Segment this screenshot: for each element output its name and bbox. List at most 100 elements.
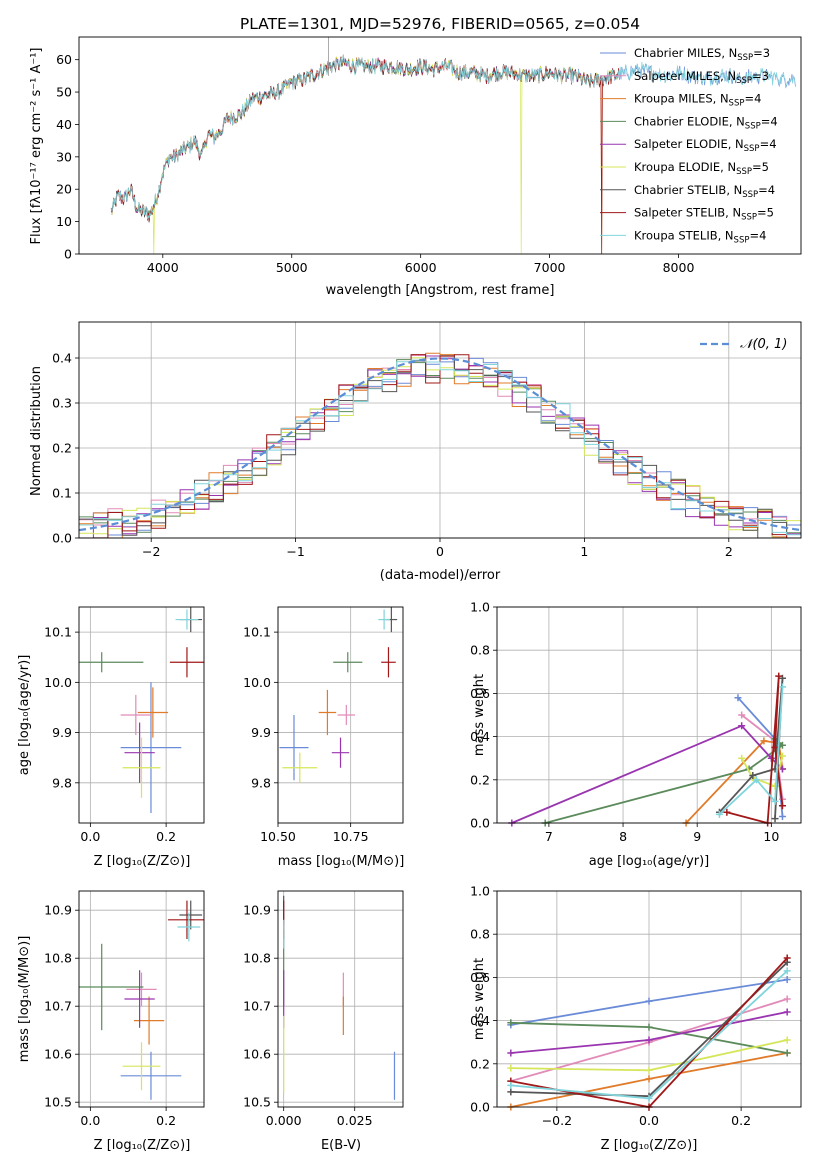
weight-marker-5 xyxy=(767,754,775,762)
weight-marker-6 xyxy=(783,1036,791,1044)
x-tick-label: 7 xyxy=(545,829,553,844)
y-tick-label: 10.8 xyxy=(44,951,72,966)
weight-marker-8 xyxy=(771,743,779,751)
y-tick-label: 0.2 xyxy=(470,772,490,787)
age-vs-mass-xlabel: mass [log₁₀(M/M⊙)] xyxy=(278,854,405,869)
weight-marker-4 xyxy=(783,1049,791,1057)
weight-marker-6 xyxy=(778,752,786,760)
residual-hist-9 xyxy=(79,359,801,536)
y-tick-label: 9.9 xyxy=(251,725,271,740)
age-vs-mass-panel: mass [log₁₀(M/M⊙)] 10.50 10.75 9.8 9.9 10.0 1… xyxy=(243,606,405,869)
x-tick-label: 1 xyxy=(580,544,588,559)
legend-subscript: SSP xyxy=(729,99,745,109)
weight-marker-7 xyxy=(749,771,757,779)
spectrum-xlabel: wavelength [Angstrom, rest frame] xyxy=(326,283,555,298)
weight-marker-9 xyxy=(507,1081,515,1089)
y-tick-label: 0.0 xyxy=(52,531,72,546)
weight-marker-5 xyxy=(645,1036,653,1044)
legend-label: Kroupa STELIB, NSSP=4 xyxy=(634,228,766,245)
y-tick-label: 0.4 xyxy=(470,1013,490,1028)
weight-vs-z-panel: Z [log₁₀(Z/Z⊙)] mass weight −0.2 0.0 0.2 0.… xyxy=(470,884,802,1153)
y-tick-label: 10.1 xyxy=(243,625,271,640)
y-tick-label: 9.9 xyxy=(52,725,72,740)
x-tick-label: −0.2 xyxy=(542,1113,572,1128)
legend-subscript: SSP xyxy=(744,144,760,154)
y-tick-label: 1.0 xyxy=(470,600,490,615)
weight-marker-1 xyxy=(645,997,653,1005)
weight-marker-2 xyxy=(738,711,746,719)
errorbar-points xyxy=(79,900,204,1100)
spectrum-series-5 xyxy=(110,55,620,223)
spectrum-series-8 xyxy=(110,56,620,254)
x-tick-label: 0.0 xyxy=(80,1113,100,1128)
legend-subscript: SSP xyxy=(736,167,752,177)
weight-marker-1 xyxy=(778,813,786,821)
x-tick-label: 9 xyxy=(693,829,701,844)
legend-label: Kroupa ELODIE, NSSP=5 xyxy=(634,160,769,177)
legend-nssp-value: =3 xyxy=(753,46,770,60)
spectrum-legend: Chabrier MILES, NSSP=3 Salpeter MILES, NS… xyxy=(600,46,778,245)
spectrum-panel: wavelength [Angstrom, rest frame] Flux [… xyxy=(29,36,802,298)
errorbar-points xyxy=(79,607,204,813)
y-tick-label: 0.2 xyxy=(470,1056,490,1071)
legend-nssp-value: =4 xyxy=(760,137,777,151)
legend-subscript: SSP xyxy=(734,235,750,245)
y-tick-label: 40 xyxy=(56,117,72,132)
figure-title: PLATE=1301, MJD=52976, FIBERID=0565, z=0… xyxy=(240,15,640,33)
legend-label: Chabrier STELIB, NSSP=4 xyxy=(634,183,775,200)
y-tick-label: 0 xyxy=(64,247,72,262)
weight-marker-3 xyxy=(760,737,768,745)
weight-vs-z-xlabel: Z [log₁₀(Z/Z⊙)] xyxy=(601,1138,698,1153)
y-tick-label: 9.8 xyxy=(251,775,271,790)
normal-reference-curve xyxy=(79,357,801,532)
x-tick-label: −1 xyxy=(286,544,304,559)
residual-hist-3 xyxy=(79,352,801,538)
x-tick-label: 2 xyxy=(725,544,733,559)
x-tick-label: 0.025 xyxy=(337,1113,373,1128)
y-tick-label: 10.6 xyxy=(243,1047,271,1062)
mass-vs-ebv-panel: E(B-V) 0.000 0.025 10.5 10.6 10.7 10.8 10.9 xyxy=(243,890,404,1153)
x-tick-label: 0.2 xyxy=(156,1113,176,1128)
weight-marker-9 xyxy=(778,683,786,691)
y-tick-label: 60 xyxy=(56,52,72,67)
weight-marker-9 xyxy=(715,810,723,818)
weight-marker-9 xyxy=(753,776,761,784)
weight-marker-8 xyxy=(775,672,783,680)
weight-vs-z-ylabel: mass weight xyxy=(472,958,487,1040)
x-tick-label: 0 xyxy=(436,544,444,559)
legend-nssp-value: =4 xyxy=(744,92,761,106)
legend-label: Chabrier ELODIE, NSSP=4 xyxy=(634,114,778,131)
axes-frame xyxy=(496,890,802,1108)
residuals-xlabel: (data-model)/error xyxy=(380,568,501,583)
y-tick-label: 0.1 xyxy=(52,486,72,501)
x-tick-label: 10 xyxy=(763,829,779,844)
y-tick-label: 10.1 xyxy=(44,625,72,640)
weight-marker-6 xyxy=(645,1066,653,1074)
x-tick-label: 7000 xyxy=(534,260,566,275)
y-tick-label: 0.0 xyxy=(470,1100,490,1115)
axes-frame xyxy=(78,890,205,1108)
weight-vs-age-ylabel: mass weight xyxy=(472,674,487,756)
legend-subscript: SSP xyxy=(742,190,758,200)
y-tick-label: 10.5 xyxy=(243,1095,271,1110)
y-tick-label: 10.0 xyxy=(243,675,271,690)
weight-marker-4 xyxy=(507,1019,515,1027)
spectrum-series-9 xyxy=(110,55,797,220)
legend-nssp-value: =5 xyxy=(757,206,774,220)
spectrum-ylabel: Flux [fλ10⁻¹⁷ erg cm⁻² s⁻¹ A⁻¹] xyxy=(29,48,44,245)
residual-histograms xyxy=(79,352,801,538)
weight-marker-1 xyxy=(783,976,791,984)
x-tick-label: 4000 xyxy=(147,260,179,275)
y-tick-label: 0.2 xyxy=(52,441,72,456)
x-tick-label: 0.2 xyxy=(731,1113,751,1128)
weight-vs-age-xlabel: age [log₁₀(age/yr)] xyxy=(589,854,710,869)
y-tick-label: 30 xyxy=(56,149,72,164)
weight-marker-5 xyxy=(738,722,746,730)
weight-marker-9 xyxy=(645,1094,653,1102)
x-tick-label: 8000 xyxy=(663,260,695,275)
weight-series-5 xyxy=(511,724,784,824)
spectrum-series-3 xyxy=(110,55,620,254)
spectrum-lines xyxy=(110,37,797,254)
y-tick-label: 10.8 xyxy=(243,951,271,966)
